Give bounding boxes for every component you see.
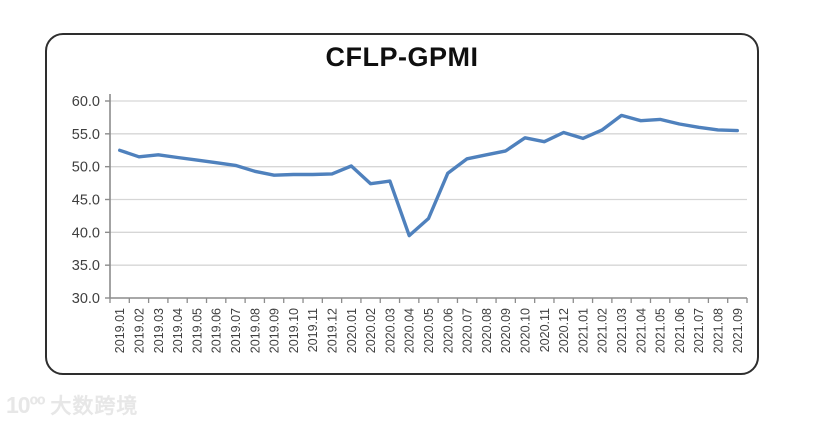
x-axis-label: 2020.09 — [499, 308, 513, 353]
x-axis-label: 2019.10 — [287, 308, 301, 353]
x-axis-label: 2020.01 — [345, 308, 359, 353]
x-axis-label: 2020.05 — [422, 308, 436, 353]
x-axis-label: 2020.08 — [480, 308, 494, 353]
x-axis-label: 2019.03 — [152, 308, 166, 353]
x-axis-label: 2020.07 — [461, 308, 475, 353]
watermark-text: 大数跨境 — [50, 395, 139, 418]
y-axis-label: 45.0 — [72, 193, 100, 209]
x-axis-label: 2021.02 — [596, 308, 610, 353]
x-axis-label: 2019.01 — [113, 308, 127, 353]
y-axis-label: 55.0 — [72, 127, 100, 143]
watermark: 10ºº 大数跨境 — [6, 390, 138, 420]
x-axis-label: 2021.07 — [692, 308, 706, 353]
x-axis-label: 2021.01 — [576, 308, 590, 353]
chart-title: CFLP-GPMI — [325, 42, 479, 72]
x-axis-label: 2019.09 — [268, 308, 282, 353]
y-axis-label: 30.0 — [72, 291, 100, 307]
x-axis-label: 2020.12 — [557, 308, 571, 353]
x-axis-label: 2019.11 — [306, 308, 320, 352]
x-axis-label: 2019.06 — [210, 308, 224, 353]
x-axis-label: 2021.06 — [673, 308, 687, 353]
x-axis-label: 2020.10 — [519, 308, 533, 353]
x-axis-label: 2021.05 — [654, 308, 668, 353]
chart-frame — [45, 33, 759, 375]
x-axis-label: 2020.11 — [538, 308, 552, 352]
x-axis-label: 2019.02 — [132, 308, 146, 353]
y-axis-label: 35.0 — [72, 258, 100, 274]
x-axis-label: 2021.09 — [731, 308, 745, 353]
y-axis-label: 50.0 — [72, 160, 100, 176]
x-axis-label: 2019.04 — [171, 308, 185, 353]
x-axis-label: 2021.04 — [634, 308, 648, 353]
x-axis-label: 2020.02 — [364, 308, 378, 353]
y-axis-label: 60.0 — [72, 94, 100, 110]
x-axis-label: 2019.07 — [229, 308, 243, 353]
x-axis-label: 2021.03 — [615, 308, 629, 353]
x-axis-label: 2020.03 — [383, 308, 397, 353]
x-axis-label: 2020.04 — [403, 308, 417, 353]
x-axis-label: 2019.12 — [325, 308, 339, 353]
x-axis-label: 2019.08 — [248, 308, 262, 353]
pmi-line-series — [117, 113, 739, 238]
x-axis-label: 2019.05 — [190, 308, 204, 353]
x-axis-label: 2020.06 — [441, 308, 455, 353]
y-axis-label: 40.0 — [72, 225, 100, 241]
x-axis-label: 2021.08 — [712, 308, 726, 353]
watermark-logo-icon: 10ºº — [6, 392, 45, 418]
